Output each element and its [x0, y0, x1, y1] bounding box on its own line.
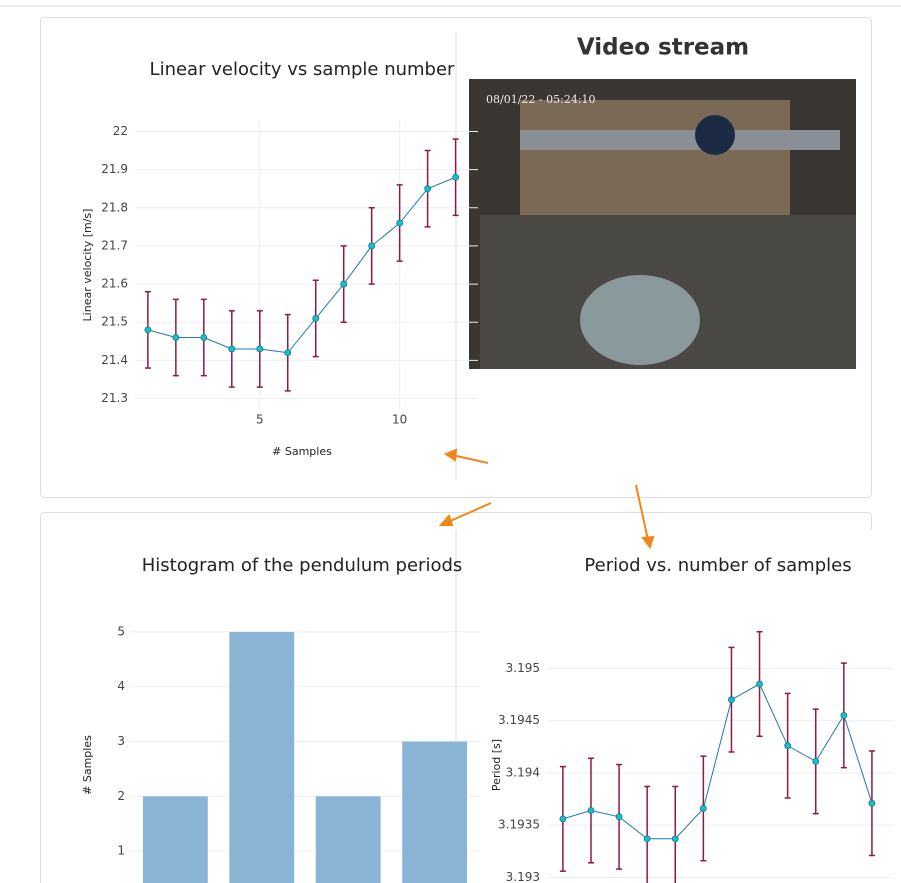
y-tick-label: 5 — [117, 624, 125, 638]
y-tick-label: 3.1945 — [498, 713, 540, 727]
chart-title: Period vs. number of samples — [584, 555, 851, 576]
y-tick-label: 21.9 — [101, 162, 128, 176]
video-detail — [580, 275, 700, 365]
point — [200, 334, 208, 341]
y-tick-label: 3.193 — [506, 870, 540, 883]
y-tick-label: 21.4 — [101, 353, 128, 367]
point — [340, 280, 348, 288]
point — [424, 185, 432, 193]
point — [256, 345, 264, 353]
line — [147, 176, 456, 354]
point — [756, 680, 763, 688]
y-tick-label: 3.194 — [506, 765, 540, 779]
y-axis-label: Period [s] — [490, 739, 503, 791]
point — [615, 813, 623, 821]
y-axis-label: Linear velocity [m/s] — [81, 209, 94, 322]
point — [396, 219, 404, 227]
bar — [402, 741, 468, 883]
video-detail — [520, 100, 790, 215]
y-tick-label: 2 — [117, 789, 125, 803]
x-tick-label: 5 — [256, 413, 264, 427]
chart-title: Histogram of the pendulum periods — [142, 555, 463, 576]
point — [784, 742, 792, 750]
x-axis-label: # Samples — [272, 445, 332, 458]
arrows — [438, 448, 655, 550]
point — [172, 334, 180, 341]
y-tick-label: 21.6 — [101, 277, 128, 291]
point — [868, 799, 876, 807]
video-frame: 08/01/22 - 05:24:10 — [469, 79, 856, 369]
point — [728, 696, 735, 704]
y-axis-label: # Samples — [81, 735, 94, 795]
point — [699, 805, 707, 812]
video-detail — [695, 115, 735, 155]
y-tick-label: 21.7 — [101, 238, 128, 252]
point — [587, 807, 595, 814]
point — [368, 242, 376, 250]
panel — [468, 530, 901, 883]
point — [643, 835, 651, 843]
video-title: Video stream — [577, 35, 749, 61]
point — [812, 757, 820, 765]
video-detail — [520, 130, 840, 150]
bar — [315, 796, 381, 883]
point — [671, 835, 679, 843]
point — [840, 711, 848, 719]
line — [562, 683, 873, 840]
y-tick-label: 22 — [113, 124, 128, 138]
y-tick-label: 3.1935 — [498, 818, 540, 832]
point — [284, 349, 292, 357]
point — [228, 345, 236, 353]
y-tick-label: 1 — [117, 844, 125, 858]
bar — [229, 631, 295, 883]
y-tick-label: 4 — [117, 679, 125, 693]
bar — [142, 796, 208, 883]
y-tick-label: 21.3 — [101, 391, 128, 405]
point — [559, 815, 567, 823]
point — [144, 326, 152, 334]
point — [312, 315, 320, 322]
y-tick-label: 21.8 — [101, 200, 128, 214]
x-tick-label: 10 — [392, 413, 407, 427]
y-tick-label: 3 — [117, 734, 125, 748]
point — [452, 173, 460, 181]
video-timestamp: 08/01/22 - 05:24:10 — [486, 93, 596, 106]
y-tick-label: 3.195 — [506, 661, 540, 675]
chart-title: Linear velocity vs sample number — [150, 59, 456, 80]
y-tick-label: 21.5 — [101, 315, 128, 329]
